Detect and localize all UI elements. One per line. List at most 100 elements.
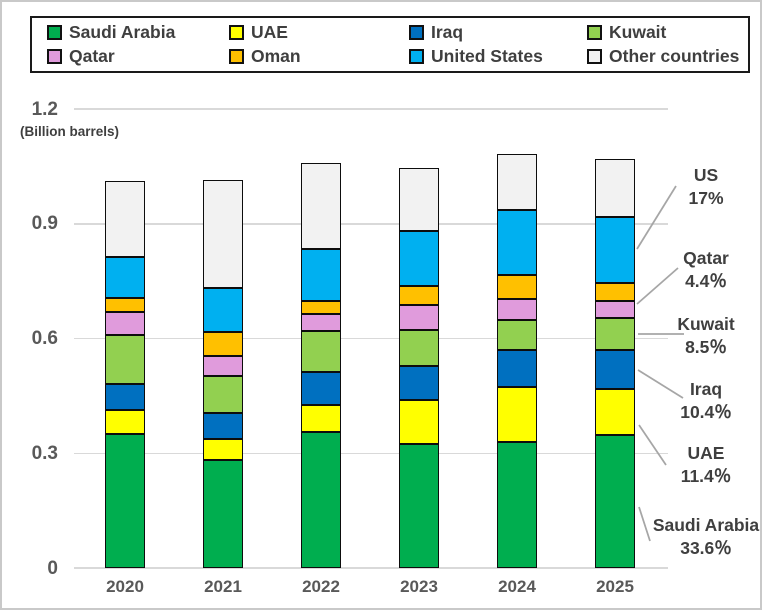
y-tick-label-0.6: 0.6 <box>31 328 58 349</box>
bar-segment-united-states-2021 <box>203 288 243 332</box>
annotation-percentage: 11.4％ <box>680 466 732 486</box>
legend-swatch-other-countries <box>587 49 602 65</box>
bar-segment-saudi-arabia-2025 <box>595 434 635 568</box>
bar-segment-uae-2022 <box>301 405 341 433</box>
annotation-label: US <box>693 165 719 185</box>
annotation-label: Saudi Arabia <box>652 515 760 535</box>
bar-segment-qatar-2022 <box>301 314 341 332</box>
legend-label: Kuwait <box>609 21 667 42</box>
bar-segment-oman-2021 <box>203 331 243 357</box>
annotation-percentage: 4.4％ <box>685 271 727 291</box>
bar-segment-other-countries-2022 <box>301 163 341 250</box>
y-tick-label-0.3: 0.3 <box>31 442 58 464</box>
legend-item-saudi-arabia: Saudi Arabia <box>47 22 229 43</box>
bar-segment-kuwait-2022 <box>301 331 341 373</box>
bar-segment-other-countries-2025 <box>595 159 635 218</box>
annotation-percentage: 33.6％ <box>680 538 732 558</box>
bar-segment-oman-2025 <box>595 283 635 301</box>
bar-segment-united-states-2022 <box>301 249 341 302</box>
x-tick-label-2023: 2023 <box>400 577 438 596</box>
bar-segment-saudi-arabia-2022 <box>301 432 341 568</box>
bar-segment-other-countries-2023 <box>399 167 439 231</box>
legend-label: United States <box>431 46 543 67</box>
x-tick-label-2025: 2025 <box>596 577 634 596</box>
bar-segment-iraq-2024 <box>497 349 537 387</box>
x-axis-line <box>74 567 668 569</box>
bar-segment-iraq-2020 <box>105 384 145 411</box>
legend-label: Saudi Arabia <box>69 21 176 42</box>
bar-segment-kuwait-2021 <box>203 375 243 414</box>
legend-swatch-qatar <box>47 49 62 65</box>
bar-segment-qatar-2024 <box>497 298 537 320</box>
annotation-percentage: 17% <box>688 188 724 208</box>
annotation-label: Iraq <box>689 379 723 399</box>
annotation-kuwait: Kuwait 8.5％ <box>647 313 760 359</box>
bar-segment-qatar-2020 <box>105 312 145 336</box>
legend-label: Qatar <box>69 46 115 67</box>
bar-segment-oman-2020 <box>105 297 145 313</box>
bar-segment-qatar-2023 <box>399 304 439 330</box>
x-tick-label-2020: 2020 <box>106 577 144 596</box>
bar-segment-qatar-2021 <box>203 356 243 376</box>
bar-segment-iraq-2023 <box>399 365 439 400</box>
bar-segment-oman-2022 <box>301 301 341 315</box>
gridline-0.9 <box>74 223 668 225</box>
bar-segment-other-countries-2021 <box>203 180 243 288</box>
x-tick-label-2021: 2021 <box>204 577 242 596</box>
bar-segment-iraq-2021 <box>203 413 243 440</box>
annotation-label: Qatar <box>683 248 729 268</box>
bar-segment-united-states-2025 <box>595 217 635 284</box>
legend-label: Oman <box>251 46 301 67</box>
legend-swatch-kuwait <box>587 24 602 40</box>
bar-segment-saudi-arabia-2021 <box>203 460 243 568</box>
legend-swatch-saudi-arabia <box>47 24 62 40</box>
legend-item-united-states: United States <box>409 46 587 67</box>
legend-label: Iraq <box>431 21 464 42</box>
bar-segment-other-countries-2024 <box>497 153 537 210</box>
y-axis-unit-label: (Billion barrels) <box>20 124 120 139</box>
bar-segment-kuwait-2020 <box>105 335 145 384</box>
y-tick-label-0: 0 <box>47 557 58 579</box>
legend-item-other-countries: Other countries <box>587 46 744 67</box>
gridline-0.3 <box>74 452 668 454</box>
bar-segment-kuwait-2024 <box>497 319 537 350</box>
bar-segment-uae-2025 <box>595 388 635 435</box>
x-tick-label-2024: 2024 <box>498 577 536 596</box>
legend-label: UAE <box>251 21 288 42</box>
chart-legend: Saudi Arabia UAE Iraq Kuwait Qatar Oman United… <box>30 16 750 73</box>
legend-item-iraq: Iraq <box>409 22 587 43</box>
annotation-percentage: 8.5％ <box>685 337 727 357</box>
legend-swatch-oman <box>229 49 244 65</box>
legend-swatch-iraq <box>409 24 424 40</box>
bar-segment-saudi-arabia-2024 <box>497 441 537 568</box>
bar-segment-united-states-2024 <box>497 209 537 275</box>
annotation-iraq: Iraq 10.4％ <box>647 378 760 424</box>
legend-label: Other countries <box>609 46 740 67</box>
bar-segment-united-states-2023 <box>399 230 439 286</box>
gridline-0.6 <box>74 337 668 340</box>
bar-segment-iraq-2022 <box>301 372 341 406</box>
legend-item-qatar: Qatar <box>47 46 229 67</box>
bar-segment-kuwait-2023 <box>399 329 439 366</box>
bar-segment-kuwait-2025 <box>595 317 635 350</box>
bar-segment-uae-2023 <box>399 399 439 444</box>
bar-segment-oman-2024 <box>497 274 537 299</box>
legend-item-oman: Oman <box>229 46 409 67</box>
annotation-qatar: Qatar 4.4％ <box>647 247 760 293</box>
legend-swatch-uae <box>229 24 244 40</box>
legend-item-kuwait: Kuwait <box>587 22 744 43</box>
y-tick-label-0.9: 0.9 <box>31 213 58 235</box>
bar-segment-united-states-2020 <box>105 257 145 298</box>
bar-segment-other-countries-2020 <box>105 180 145 258</box>
bar-segment-qatar-2025 <box>595 301 635 318</box>
x-tick-label-2022: 2022 <box>302 577 340 596</box>
bar-segment-iraq-2025 <box>595 349 635 389</box>
annotation-label: Kuwait <box>677 314 735 334</box>
bar-segment-uae-2020 <box>105 410 145 435</box>
annotation-uae: UAE 11.4％ <box>647 442 760 488</box>
legend-item-uae: UAE <box>229 22 409 43</box>
bar-segment-saudi-arabia-2020 <box>105 434 145 568</box>
annotation-label: UAE <box>687 443 725 463</box>
gridline-1.2 <box>74 108 668 110</box>
